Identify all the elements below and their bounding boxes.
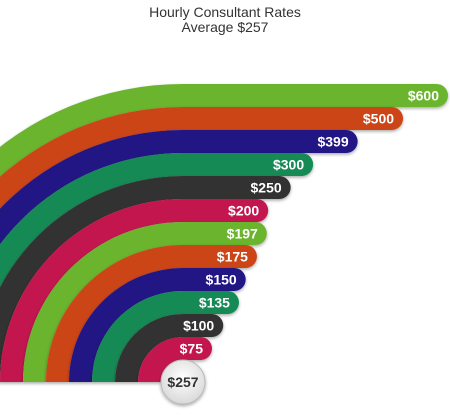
bar-label: $200 (228, 203, 259, 219)
bar-75 (138, 337, 212, 382)
bar-label: $600 (408, 88, 439, 104)
center-average-label: $257 (167, 374, 198, 390)
bar-label: $250 (251, 180, 282, 196)
bar-label: $75 (180, 341, 204, 357)
bar-label: $100 (183, 318, 214, 334)
bar-200 (0, 199, 269, 382)
center-average-circle (160, 359, 206, 405)
bar-600 (0, 84, 448, 177)
chart-subtitle: Average $257 (181, 19, 269, 35)
bar-label: $500 (363, 111, 394, 127)
bar-250 (0, 176, 291, 382)
bar-label: $150 (206, 272, 237, 288)
bar-label: $135 (199, 295, 230, 311)
bar-197 (23, 222, 267, 382)
bar-175 (46, 245, 257, 382)
bar-100 (115, 314, 224, 382)
bar-399 (0, 130, 358, 245)
bar-label: $300 (273, 157, 304, 173)
bar-300 (0, 153, 314, 288)
bar-500 (0, 107, 403, 209)
bar-135 (92, 291, 239, 382)
bar-150 (69, 268, 246, 382)
chart-title: Hourly Consultant Rates (149, 4, 301, 20)
bar-label: $399 (317, 134, 348, 150)
bar-label: $197 (227, 226, 258, 242)
bar-label: $175 (217, 249, 248, 265)
